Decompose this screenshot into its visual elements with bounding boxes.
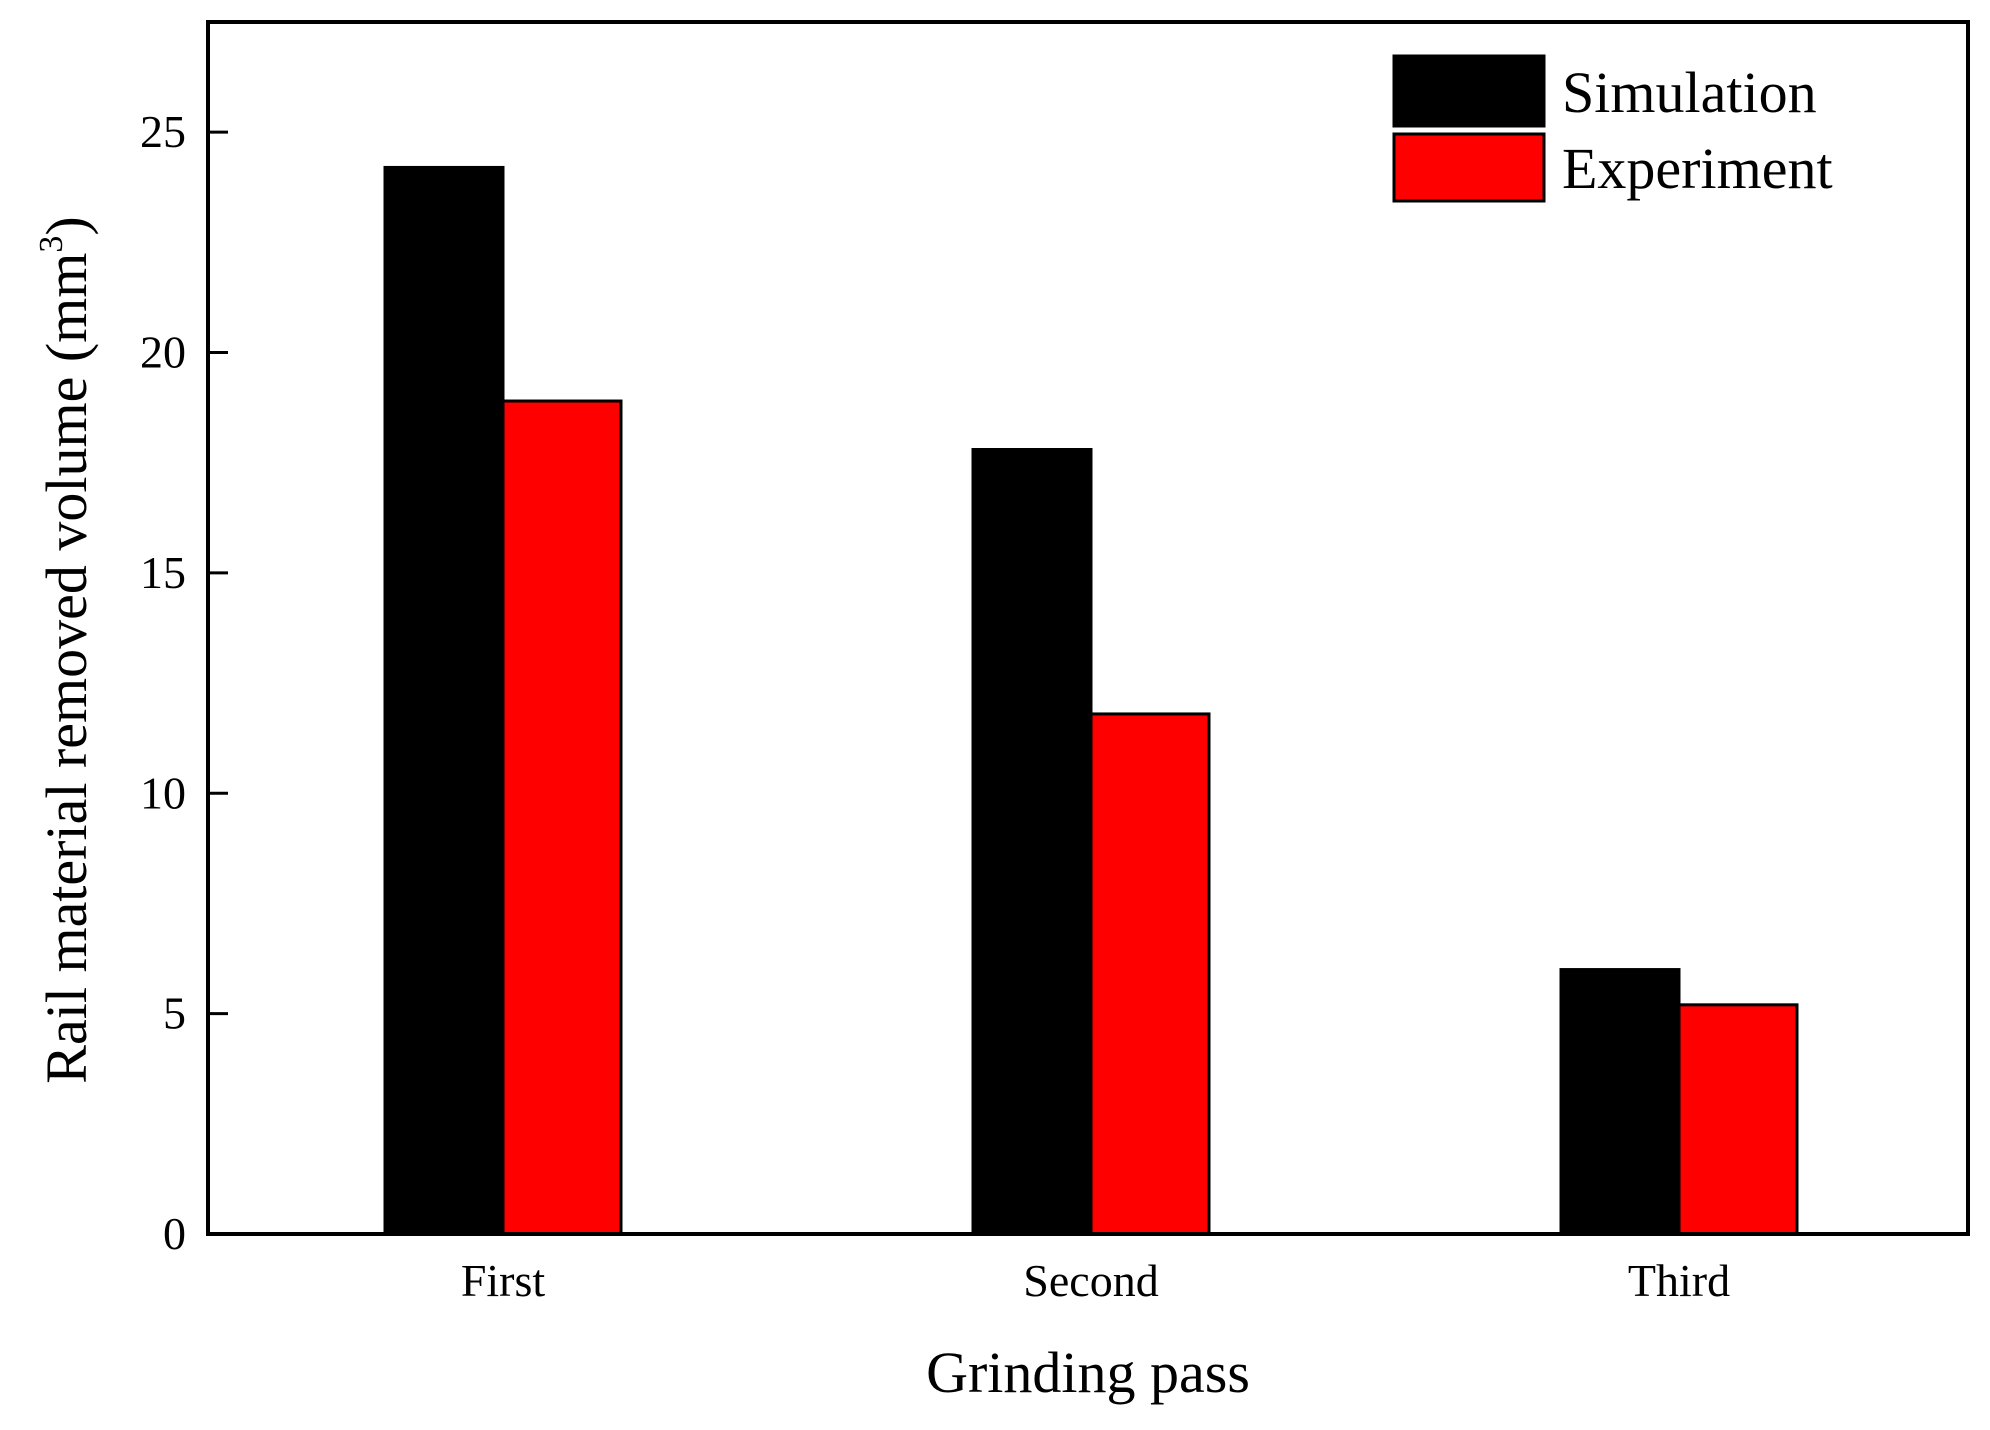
y-axis: 0 5 10 15 20 25: [140, 106, 228, 1259]
y-tick-label: 20: [140, 327, 186, 378]
bars-group: [383, 165, 1799, 1236]
y-tick-label: 15: [140, 547, 186, 598]
plot-frame: [206, 20, 1970, 1236]
bar-experiment-second: [1089, 712, 1211, 1236]
x-tick-label-first: First: [461, 1255, 546, 1306]
bar-simulation-first: [383, 165, 505, 1236]
y-axis-title-close: ): [34, 216, 99, 235]
x-tick-label-second: Second: [1023, 1255, 1158, 1306]
y-tick-label: 0: [163, 1208, 186, 1259]
x-axis: First Second Third: [461, 1255, 1730, 1306]
legend-label-simulation: Simulation: [1562, 60, 1817, 125]
bar-simulation-second: [971, 448, 1093, 1236]
x-tick-label-third: Third: [1628, 1255, 1730, 1306]
y-axis-title-main: Rail material removed volume (mm: [34, 253, 99, 1084]
bar-experiment-third: [1677, 1003, 1799, 1236]
x-axis-title: Grinding pass: [926, 1340, 1250, 1405]
legend-swatch-experiment: [1392, 132, 1546, 203]
legend: Simulation Experiment: [1392, 54, 1833, 203]
y-tick-label: 5: [163, 988, 186, 1039]
y-axis-title: Rail material removed volume (mm3): [33, 216, 99, 1083]
y-tick-label: 10: [140, 767, 186, 818]
legend-label-experiment: Experiment: [1562, 136, 1833, 201]
bar-experiment-first: [501, 399, 623, 1236]
y-axis-title-sup: 3: [33, 236, 70, 253]
bar-simulation-third: [1559, 968, 1681, 1236]
y-tick-label: 25: [140, 106, 186, 157]
legend-swatch-simulation: [1392, 54, 1546, 128]
